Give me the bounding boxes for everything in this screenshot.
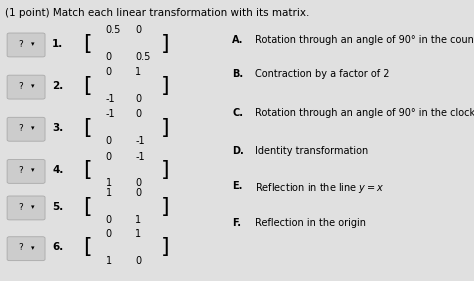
Text: 5.: 5. (52, 201, 64, 212)
Text: E.: E. (232, 181, 243, 191)
Text: [: [ (83, 196, 91, 217)
Text: ]: ] (161, 196, 170, 217)
Text: 3.: 3. (52, 123, 64, 133)
Text: F.: F. (232, 218, 241, 228)
Text: Identity transformation: Identity transformation (255, 146, 368, 156)
Text: Rotation through an angle of 90° in the clockwise direction: Rotation through an angle of 90° in the … (255, 108, 474, 118)
Text: 0: 0 (135, 178, 141, 189)
Text: 6.: 6. (52, 242, 64, 252)
Text: 1: 1 (106, 188, 112, 198)
Text: [: [ (83, 118, 91, 138)
Text: ]: ] (161, 237, 170, 257)
Text: 1.: 1. (52, 38, 64, 49)
Text: ▾: ▾ (31, 41, 35, 47)
Text: 0: 0 (135, 109, 141, 119)
Text: ?: ? (18, 243, 23, 252)
Text: Rotation through an angle of 90° in the counterclockwise direction: Rotation through an angle of 90° in the … (255, 35, 474, 45)
Text: Contraction by a factor of 2: Contraction by a factor of 2 (255, 69, 390, 79)
Text: 4.: 4. (52, 165, 64, 175)
Text: 0: 0 (106, 52, 112, 62)
Text: ▾: ▾ (31, 83, 35, 89)
Text: [: [ (83, 76, 91, 96)
Text: B.: B. (232, 69, 243, 79)
Text: -1: -1 (135, 136, 145, 146)
Text: ]: ] (161, 33, 170, 54)
Text: ]: ] (161, 160, 170, 180)
Text: 1: 1 (106, 256, 112, 266)
Text: D.: D. (232, 146, 244, 156)
Text: ▾: ▾ (31, 125, 35, 132)
Text: A.: A. (232, 35, 244, 45)
FancyBboxPatch shape (7, 117, 45, 141)
Text: 0: 0 (106, 136, 112, 146)
FancyBboxPatch shape (7, 237, 45, 261)
Text: Reflection in the line $y = x$: Reflection in the line $y = x$ (255, 181, 384, 195)
Text: C.: C. (232, 108, 243, 118)
Text: Reflection in the origin: Reflection in the origin (255, 218, 366, 228)
FancyBboxPatch shape (7, 196, 45, 220)
Text: 0: 0 (106, 151, 112, 162)
Text: 1: 1 (135, 67, 141, 77)
FancyBboxPatch shape (7, 33, 45, 57)
Text: 0: 0 (135, 94, 141, 104)
Text: ]: ] (161, 118, 170, 138)
Text: 2.: 2. (52, 81, 64, 91)
Text: 1: 1 (135, 215, 141, 225)
FancyBboxPatch shape (7, 160, 45, 183)
Text: ?: ? (18, 166, 23, 175)
Text: 0: 0 (135, 256, 141, 266)
Text: [: [ (83, 33, 91, 54)
Text: 0: 0 (106, 215, 112, 225)
Text: -1: -1 (106, 94, 115, 104)
Text: (1 point) Match each linear transformation with its matrix.: (1 point) Match each linear transformati… (5, 8, 309, 19)
Text: ]: ] (161, 76, 170, 96)
Text: ?: ? (18, 82, 23, 91)
Text: -1: -1 (135, 151, 145, 162)
Text: [: [ (83, 160, 91, 180)
Text: ▾: ▾ (31, 167, 35, 174)
Text: ▾: ▾ (31, 204, 35, 210)
Text: 1: 1 (135, 229, 141, 239)
Text: [: [ (83, 237, 91, 257)
Text: -1: -1 (106, 109, 115, 119)
Text: 0.5: 0.5 (135, 52, 150, 62)
Text: ?: ? (18, 203, 23, 212)
Text: 1: 1 (106, 178, 112, 189)
Text: ▾: ▾ (31, 245, 35, 251)
Text: ?: ? (18, 40, 23, 49)
Text: 0: 0 (135, 188, 141, 198)
FancyBboxPatch shape (7, 75, 45, 99)
Text: 0: 0 (106, 67, 112, 77)
Text: 0.5: 0.5 (106, 25, 121, 35)
Text: ?: ? (18, 124, 23, 133)
Text: 0: 0 (106, 229, 112, 239)
Text: 0: 0 (135, 25, 141, 35)
